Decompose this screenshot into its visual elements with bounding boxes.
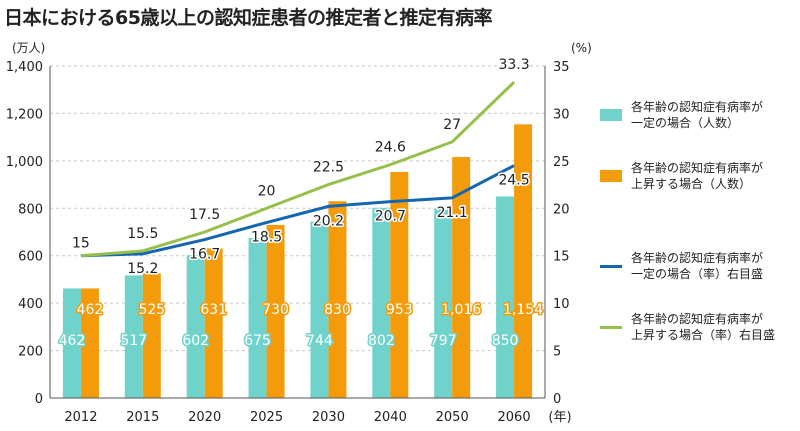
legend-label-line1: 各年齢の認知症有病率が [631, 161, 764, 175]
y-right-tick-label: 20 [553, 202, 570, 217]
bar-value-label: 1,154 [503, 302, 543, 318]
bar [434, 208, 453, 398]
line-value-label: 20.2 [313, 213, 344, 229]
y-left-tick-label: 200 [18, 345, 43, 360]
bar [62, 288, 81, 398]
bar [496, 196, 515, 398]
bar-value-label: 1,016 [441, 302, 481, 318]
x-tick-label: 2030 [312, 410, 345, 425]
y-left-tick-label: 800 [18, 202, 43, 217]
x-unit-label: (年) [548, 410, 571, 425]
y-left-tick-label: 1,200 [6, 107, 43, 122]
y-right-tick-label: 30 [553, 107, 570, 122]
y-left-tick-label: 400 [18, 297, 43, 312]
legend-label-line1: 各年齢の認知症有病率が [631, 251, 764, 265]
bar-value-label: 744 [306, 333, 333, 349]
line-value-label: 16.7 [189, 247, 220, 263]
y-right-tick-label: 0 [553, 392, 561, 407]
x-tick-label: 2020 [188, 410, 221, 425]
y-left-tick-label: 0 [35, 392, 43, 407]
line-value-label: 20 [258, 183, 276, 199]
bar-value-label: 602 [182, 333, 209, 349]
bar [452, 157, 471, 398]
line-value-label: 24.6 [375, 140, 406, 156]
legend-label-line2: 一定の場合（率）右目盛 [631, 267, 764, 281]
legend-item-constant-count: 各年齢の認知症有病率が 一定の場合（人数） [600, 99, 763, 131]
line-value-label: 24.5 [498, 173, 529, 189]
y-right-tick-label: 5 [553, 345, 561, 360]
bar-value-label: 953 [386, 302, 413, 318]
legend-label-line2: 一定の場合（人数） [631, 116, 740, 130]
bar-value-label: 797 [430, 333, 457, 349]
bar [186, 255, 205, 398]
legend-item-rising-rate: 各年齢の認知症有病率が 上昇する場合（率）右目盛 [600, 311, 775, 343]
legend-item-rising-count: 各年齢の認知症有病率が 上昇する場合（人数） [600, 160, 763, 192]
bar [310, 221, 329, 398]
bar-value-label: 675 [244, 333, 271, 349]
x-tick-label: 2012 [64, 410, 97, 425]
legend-swatch [600, 325, 622, 329]
line-value-label: 15.5 [127, 226, 158, 242]
line-value-label: 15.2 [127, 261, 158, 277]
line-value-label: 22.5 [313, 160, 344, 176]
legend-label-line2: 上昇する場合（人数） [631, 177, 752, 191]
bar-value-label: 730 [262, 302, 289, 318]
bar-value-label: 517 [120, 333, 147, 349]
series-line [80, 164, 515, 258]
bar-value-label: 631 [200, 302, 227, 318]
y-left-unit-label: (万人) [12, 41, 45, 55]
bar [204, 248, 223, 398]
x-tick-label: 2050 [436, 410, 469, 425]
y-right-tick-label: 25 [553, 155, 570, 170]
line-value-label: 17.5 [189, 207, 220, 223]
bar-value-label: 462 [59, 333, 86, 349]
legend-swatch [600, 264, 622, 268]
bar [124, 275, 143, 398]
bar [142, 273, 161, 398]
line-value-label: 20.7 [375, 209, 406, 225]
y-left-tick-label: 1,000 [6, 155, 43, 170]
bar [372, 207, 391, 398]
chart-title: 日本における65歳以上の認知症患者の推定者と推定有病率 [4, 7, 492, 29]
legend-item-constant-rate: 各年齢の認知症有病率が 一定の場合（率）右目盛 [600, 250, 763, 282]
y-left-tick-label: 1,400 [6, 60, 43, 75]
legend-swatch [600, 109, 622, 121]
bar [328, 201, 347, 398]
legend-label-line1: 各年齢の認知症有病率が [631, 100, 764, 114]
line-value-label: 21.1 [437, 205, 468, 221]
y-left-tick-label: 600 [18, 250, 43, 265]
line-value-label: 33.3 [498, 57, 529, 73]
x-tick-label: 2015 [126, 410, 159, 425]
series-line [80, 81, 516, 258]
bar [390, 172, 409, 398]
bar [266, 224, 285, 398]
y-right-tick-label: 15 [553, 250, 570, 265]
legend-label-line2: 上昇する場合（率）右目盛 [631, 328, 776, 342]
bar-value-label: 850 [492, 333, 519, 349]
line-value-label: 15 [72, 236, 90, 252]
legend-swatch [600, 170, 622, 182]
x-tick-label: 2060 [498, 410, 531, 425]
bar [248, 237, 267, 398]
bar-value-label: 462 [77, 302, 104, 318]
line-value-label: 27 [443, 117, 461, 133]
line-value-label: 18.5 [251, 230, 282, 246]
bar [514, 124, 533, 398]
y-right-tick-label: 35 [553, 60, 570, 75]
bar-value-label: 525 [138, 302, 165, 318]
legend-label-line1: 各年齢の認知症有病率が [631, 312, 764, 326]
bar [80, 288, 99, 398]
bar-value-label: 802 [368, 333, 395, 349]
bar-value-label: 830 [324, 302, 351, 318]
y-right-unit-label: (%) [571, 41, 592, 55]
y-right-tick-label: 10 [553, 297, 570, 312]
x-tick-label: 2025 [250, 410, 283, 425]
x-tick-label: 2040 [374, 410, 407, 425]
